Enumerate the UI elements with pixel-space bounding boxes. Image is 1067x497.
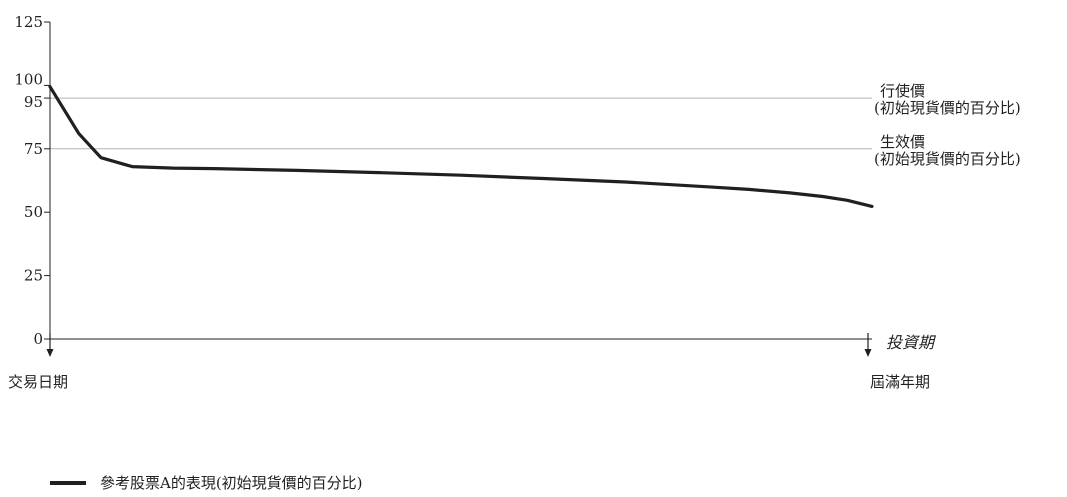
- series-line: [48, 85, 874, 208]
- legend-label: 參考股票A的表現(初始現貨價的百分比): [100, 474, 363, 492]
- x-axis-title: 投資期: [886, 333, 936, 352]
- y-tick-label: 100: [14, 70, 43, 88]
- x-markers: [46, 333, 872, 357]
- y-tick-label: 95: [24, 93, 43, 111]
- reference-lines: [50, 97, 872, 150]
- axes: [49, 22, 872, 340]
- reference-line-label: 生效價: [880, 133, 925, 151]
- y-ticks: 0 25 50 75 95 100 125: [14, 13, 50, 348]
- reference-labels: 行使價(初始現貨價的百分比)生效價(初始現貨價的百分比): [874, 82, 1021, 168]
- start-date-arrow-icon: [46, 349, 54, 357]
- reference-line-sublabel: (初始現貨價的百分比): [874, 99, 1021, 117]
- y-tick-label: 75: [24, 140, 43, 158]
- y-tick-label: 25: [24, 267, 43, 285]
- y-tick-label: 125: [14, 13, 43, 31]
- series-layer: [48, 85, 874, 208]
- y-tick-label: 0: [33, 330, 43, 348]
- maturity-arrow-icon: [864, 349, 872, 357]
- x-start-label: 交易日期: [8, 373, 68, 391]
- reference-line-sublabel: (初始現貨價的百分比): [874, 150, 1021, 168]
- x-end-label: 屆滿年期: [870, 373, 930, 391]
- y-tick-label: 50: [24, 203, 43, 221]
- legend: 參考股票A的表現(初始現貨價的百分比): [50, 474, 363, 492]
- reference-line-label: 行使價: [880, 82, 925, 100]
- legend-swatch: [50, 481, 86, 485]
